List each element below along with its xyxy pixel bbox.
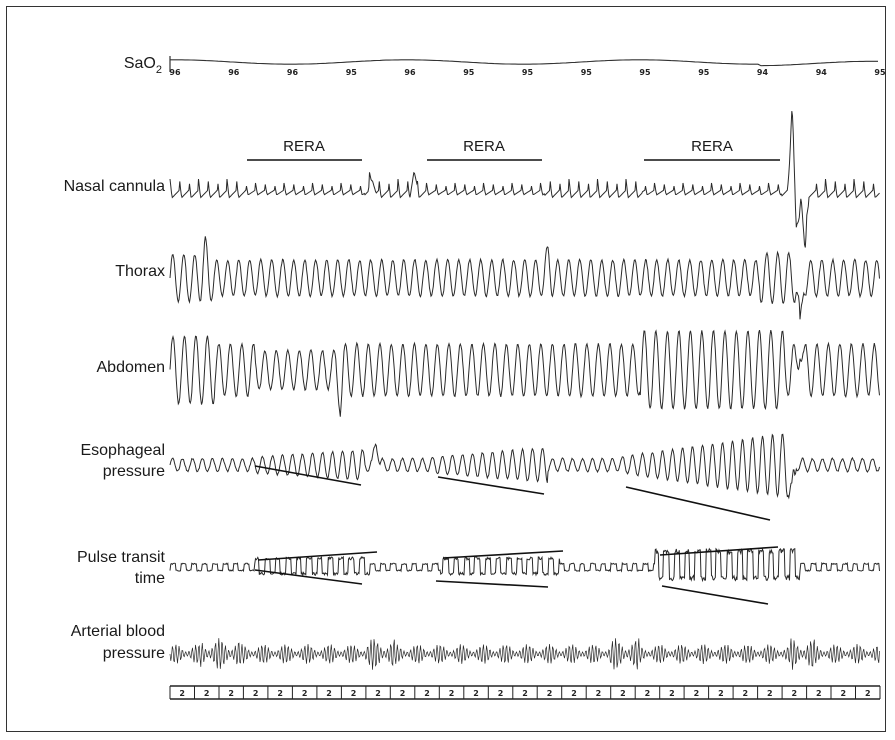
sao2-trace: 96 96 96 95 96 95 95 95 95 95 94 94 95: [169, 56, 886, 77]
scale-label: 2: [498, 689, 504, 698]
label-sao2: SaO2: [124, 55, 162, 76]
ptt-trend-lower-3: [661, 585, 769, 605]
sao2-line: [170, 59, 878, 67]
ptt-trend-upper-2: [442, 550, 564, 559]
rera-annotations: RERA RERA RERA: [247, 138, 780, 161]
scale-label: 2: [277, 689, 283, 698]
sao2-value: 95: [522, 68, 534, 77]
label-thorax: Thorax: [115, 263, 165, 280]
scale-label: 2: [865, 689, 871, 698]
scale-label: 2: [571, 689, 577, 698]
sao2-value: 94: [816, 68, 828, 77]
scale-label: 2: [179, 689, 185, 698]
sao2-value: 95: [346, 68, 358, 77]
scale-label: 2: [816, 689, 822, 698]
sao2-value: 96: [287, 68, 299, 77]
sao2-value: 94: [757, 68, 769, 77]
scale-label: 2: [645, 689, 651, 698]
ptt-trend-upper-3: [659, 546, 779, 556]
sao2-value: 96: [169, 68, 181, 77]
scale-label: 2: [743, 689, 749, 698]
scale-label: 2: [253, 689, 259, 698]
label-esophageal: Esophageal: [80, 442, 165, 459]
scale-label: 2: [204, 689, 210, 698]
scale-label: 2: [547, 689, 553, 698]
sao2-value: 95: [639, 68, 651, 77]
scale-label: 2: [596, 689, 602, 698]
sao2-value: 95: [581, 68, 593, 77]
label-arterial-pressure: pressure: [103, 645, 165, 662]
ptt-trend-lines: [254, 546, 779, 605]
label-esophageal-pressure: pressure: [103, 463, 165, 480]
sao2-value: 95: [874, 68, 886, 77]
scale-label: 2: [620, 689, 626, 698]
scale-label: 2: [400, 689, 406, 698]
esophageal-trend-3: [625, 486, 771, 521]
scale-label: 2: [302, 689, 308, 698]
rera-label-3: RERA: [691, 138, 733, 155]
scale-label: 2: [228, 689, 234, 698]
sao2-value: 96: [228, 68, 240, 77]
scale-label: 2: [694, 689, 700, 698]
label-pulse-transit: Pulse transit: [77, 549, 166, 566]
abdomen-trace: [169, 329, 880, 417]
scale-label: 2: [449, 689, 455, 698]
scale-label: 2: [669, 689, 675, 698]
thorax-trace: [169, 236, 880, 320]
esophageal-trend-2: [437, 476, 545, 495]
arterial-bp-trace: [169, 638, 880, 670]
label-pulse-transit-time: time: [135, 570, 165, 587]
nasal-cannula-trace: [169, 111, 880, 248]
scale-label: 2: [375, 689, 381, 698]
scale-label: 2: [326, 689, 332, 698]
scale-label: 2: [522, 689, 528, 698]
scale-label: 2: [351, 689, 357, 698]
esophageal-trace: [169, 433, 880, 500]
esophageal-trend-1: [254, 465, 362, 486]
rera-label-1: RERA: [283, 138, 325, 155]
label-abdomen: Abdomen: [97, 359, 166, 376]
channel-labels: SaO2 Nasal cannula Thorax Abdomen Esopha…: [64, 55, 166, 662]
scale-label: 2: [473, 689, 479, 698]
sao2-value: 95: [463, 68, 475, 77]
ptt-trend-lower-2: [435, 580, 549, 588]
label-arterial-blood: Arterial blood: [71, 623, 165, 640]
scale-label: 2: [718, 689, 724, 698]
rera-label-2: RERA: [463, 138, 505, 155]
scale-label: 2: [841, 689, 847, 698]
scale-label: 2: [767, 689, 773, 698]
scale-label: 2: [792, 689, 798, 698]
label-nasal-cannula: Nasal cannula: [64, 178, 166, 195]
ptt-trend-lower-1: [254, 569, 363, 585]
scale-label: 2: [424, 689, 430, 698]
time-scale-strip: 2 2 2 2 2 2 2 2 2 2 2 2 2 2 2 2 2 2 2 2 2 2 2 2 2 2 2 2 2: [169, 685, 881, 700]
ptt-trend-upper-1: [257, 551, 378, 561]
esophageal-trend-lines: [254, 465, 771, 521]
sao2-value: 95: [698, 68, 710, 77]
sao2-value: 96: [404, 68, 416, 77]
